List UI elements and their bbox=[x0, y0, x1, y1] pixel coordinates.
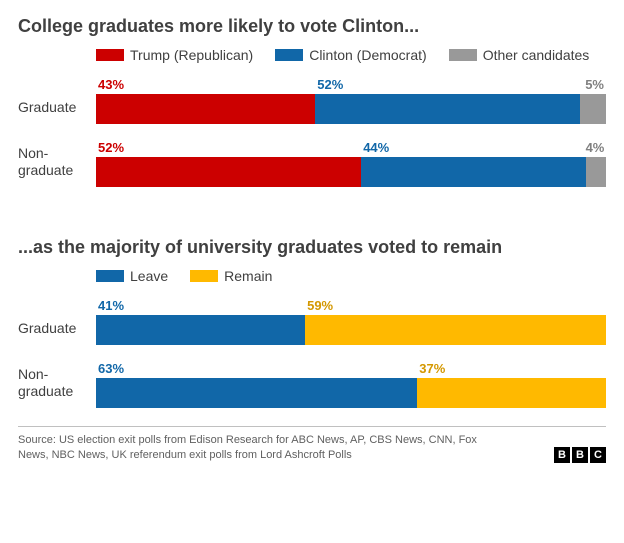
row-label: Graduate bbox=[18, 99, 96, 124]
chart2-rows: Graduate41%59% Non-graduate63%37% bbox=[18, 298, 606, 408]
value-labels: 63%37% bbox=[96, 361, 606, 376]
legend-item: Other candidates bbox=[449, 47, 590, 63]
legend-label: Trump (Republican) bbox=[130, 47, 253, 63]
bar-segment bbox=[417, 378, 606, 408]
bar-segment bbox=[586, 157, 606, 187]
legend-label: Leave bbox=[130, 268, 168, 284]
bar-segment bbox=[96, 315, 305, 345]
legend-item: Leave bbox=[96, 268, 168, 284]
bar-row: Graduate43%52%5% bbox=[18, 77, 606, 124]
stacked-bar bbox=[96, 94, 606, 124]
bbc-block: B bbox=[554, 447, 570, 463]
bar-segment bbox=[96, 94, 315, 124]
footer-divider bbox=[18, 426, 606, 427]
value-label: 43% bbox=[96, 77, 315, 92]
bar-wrap: 41%59% bbox=[96, 298, 606, 345]
legend-label: Remain bbox=[224, 268, 272, 284]
bar-segment bbox=[361, 157, 585, 187]
value-label: 59% bbox=[305, 298, 606, 313]
value-label: 52% bbox=[96, 140, 361, 155]
value-labels: 41%59% bbox=[96, 298, 606, 313]
stacked-bar bbox=[96, 315, 606, 345]
chart1-rows: Graduate43%52%5%Non-graduate52%44%4% bbox=[18, 77, 606, 187]
value-label: 41% bbox=[96, 298, 305, 313]
bar-segment bbox=[305, 315, 606, 345]
row-label: Non-graduate bbox=[18, 145, 96, 187]
source-text: Source: US election exit polls from Edis… bbox=[18, 433, 498, 463]
legend-swatch bbox=[96, 270, 124, 282]
bar-wrap: 43%52%5% bbox=[96, 77, 606, 124]
legend-label: Other candidates bbox=[483, 47, 590, 63]
legend-item: Trump (Republican) bbox=[96, 47, 253, 63]
value-labels: 43%52%5% bbox=[96, 77, 606, 92]
value-label: 52% bbox=[315, 77, 580, 92]
legend-swatch bbox=[449, 49, 477, 61]
chart1-legend: Trump (Republican) Clinton (Democrat) Othe… bbox=[18, 47, 606, 63]
value-label: 63% bbox=[96, 361, 417, 376]
bar-segment bbox=[580, 94, 606, 124]
chart2-legend: Leave Remain bbox=[18, 268, 606, 284]
bar-segment bbox=[315, 94, 580, 124]
bbc-logo: BBC bbox=[554, 447, 606, 463]
legend-item: Clinton (Democrat) bbox=[275, 47, 426, 63]
bar-segment bbox=[96, 378, 417, 408]
value-label: 37% bbox=[417, 361, 606, 376]
row-label: Non-graduate bbox=[18, 366, 96, 408]
bar-row: Non-graduate52%44%4% bbox=[18, 140, 606, 187]
bbc-block: C bbox=[590, 447, 606, 463]
value-labels: 52%44%4% bbox=[96, 140, 606, 155]
bar-row: Non-graduate63%37% bbox=[18, 361, 606, 408]
bar-wrap: 52%44%4% bbox=[96, 140, 606, 187]
bar-segment bbox=[96, 157, 361, 187]
bar-wrap: 63%37% bbox=[96, 361, 606, 408]
value-label: 44% bbox=[361, 140, 585, 155]
legend-item: Remain bbox=[190, 268, 272, 284]
legend-label: Clinton (Democrat) bbox=[309, 47, 426, 63]
legend-swatch bbox=[190, 270, 218, 282]
legend-swatch bbox=[96, 49, 124, 61]
legend-swatch bbox=[275, 49, 303, 61]
bbc-block: B bbox=[572, 447, 588, 463]
value-label: 5% bbox=[580, 77, 606, 92]
chart2-title: ...as the majority of university graduat… bbox=[18, 237, 606, 258]
row-label: Graduate bbox=[18, 320, 96, 345]
stacked-bar bbox=[96, 378, 606, 408]
value-label: 4% bbox=[586, 140, 606, 155]
stacked-bar bbox=[96, 157, 606, 187]
bar-row: Graduate41%59% bbox=[18, 298, 606, 345]
chart1-title: College graduates more likely to vote Cl… bbox=[18, 16, 606, 37]
